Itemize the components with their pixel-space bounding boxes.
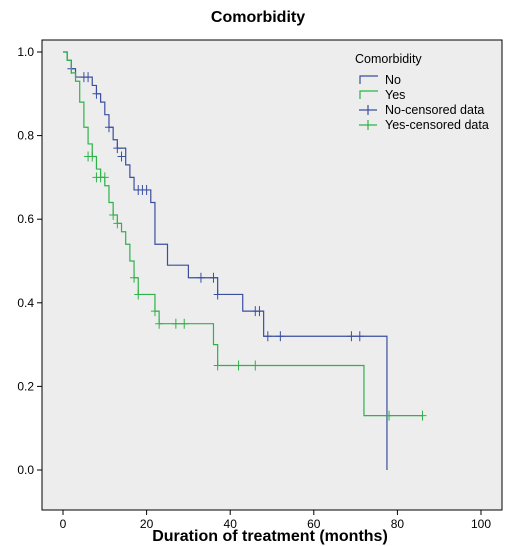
censor-mark-no bbox=[196, 272, 205, 283]
censor-mark-no bbox=[213, 289, 222, 300]
censor-mark-yes bbox=[150, 306, 159, 317]
y-tick-label: 0.0 bbox=[17, 463, 34, 477]
censor-mark-no bbox=[117, 151, 126, 162]
legend-label: Yes bbox=[385, 88, 405, 102]
censor-mark-yes bbox=[134, 289, 143, 300]
legend-entry: No-censored data bbox=[359, 103, 484, 117]
x-tick-label: 60 bbox=[307, 517, 321, 531]
censor-mark-yes bbox=[251, 360, 260, 371]
censor-mark-no bbox=[255, 306, 264, 317]
x-tick-label: 0 bbox=[60, 517, 67, 531]
y-tick-label: 0.6 bbox=[17, 212, 34, 226]
censor-mark-yes bbox=[418, 410, 427, 421]
x-tick-label: 100 bbox=[471, 517, 491, 531]
censor-mark-yes bbox=[171, 318, 180, 329]
censor-mark-no bbox=[113, 143, 122, 154]
series-layer bbox=[63, 51, 427, 470]
x-tick-label: 80 bbox=[391, 517, 405, 531]
x-tick-label: 40 bbox=[224, 517, 238, 531]
legend-entry: No bbox=[359, 73, 401, 87]
censor-mark-no bbox=[104, 122, 113, 133]
y-tick-label: 1.0 bbox=[17, 45, 34, 59]
x-tick-label: 20 bbox=[140, 517, 154, 531]
series-yes bbox=[63, 51, 427, 421]
y-tick-label: 0.4 bbox=[17, 296, 34, 310]
legend-step-symbol bbox=[359, 90, 378, 99]
censor-mark-no bbox=[276, 331, 285, 342]
censor-mark-no bbox=[347, 331, 356, 342]
legend-censor-symbol bbox=[359, 105, 377, 115]
legend-label: No bbox=[385, 73, 401, 87]
survival-line-yes bbox=[63, 51, 423, 417]
censor-mark-no bbox=[84, 72, 93, 83]
censor-mark-no bbox=[209, 272, 218, 283]
legend-label: Yes-censored data bbox=[385, 118, 489, 132]
censor-mark-yes bbox=[100, 172, 109, 183]
censor-mark-yes bbox=[130, 272, 139, 283]
axes: 0 20 40 60 80 100 0.0 0.2 0.4 0.6 0.8 1.0 bbox=[17, 45, 491, 531]
legend-entry: Yes bbox=[359, 88, 405, 102]
x-axis-label: Duration of treatment (months) bbox=[152, 528, 388, 545]
censor-mark-yes bbox=[385, 410, 394, 421]
censor-mark-yes bbox=[234, 360, 243, 371]
y-tick-label: 0.8 bbox=[17, 129, 34, 143]
censor-mark-yes bbox=[180, 318, 189, 329]
legend-label: No-censored data bbox=[385, 103, 484, 117]
censor-mark-yes bbox=[213, 360, 222, 371]
censor-mark-no bbox=[355, 331, 364, 342]
legend-censor-symbol bbox=[359, 120, 377, 130]
censor-mark-no bbox=[92, 88, 101, 99]
censor-mark-no bbox=[142, 184, 151, 195]
plot-area bbox=[41, 39, 503, 511]
chart-title: Comorbidity bbox=[211, 9, 305, 26]
censor-mark-no bbox=[263, 331, 272, 342]
legend-step-symbol bbox=[359, 75, 378, 84]
legend-entry: Yes-censored data bbox=[359, 118, 489, 132]
censor-mark-yes bbox=[113, 218, 122, 229]
legend-title: Comorbidity bbox=[355, 52, 422, 66]
censor-mark-yes bbox=[155, 318, 164, 329]
censor-mark-yes bbox=[88, 151, 97, 162]
censor-mark-yes bbox=[109, 210, 118, 221]
y-tick-label: 0.2 bbox=[17, 379, 34, 393]
survival-line-no bbox=[63, 51, 388, 470]
